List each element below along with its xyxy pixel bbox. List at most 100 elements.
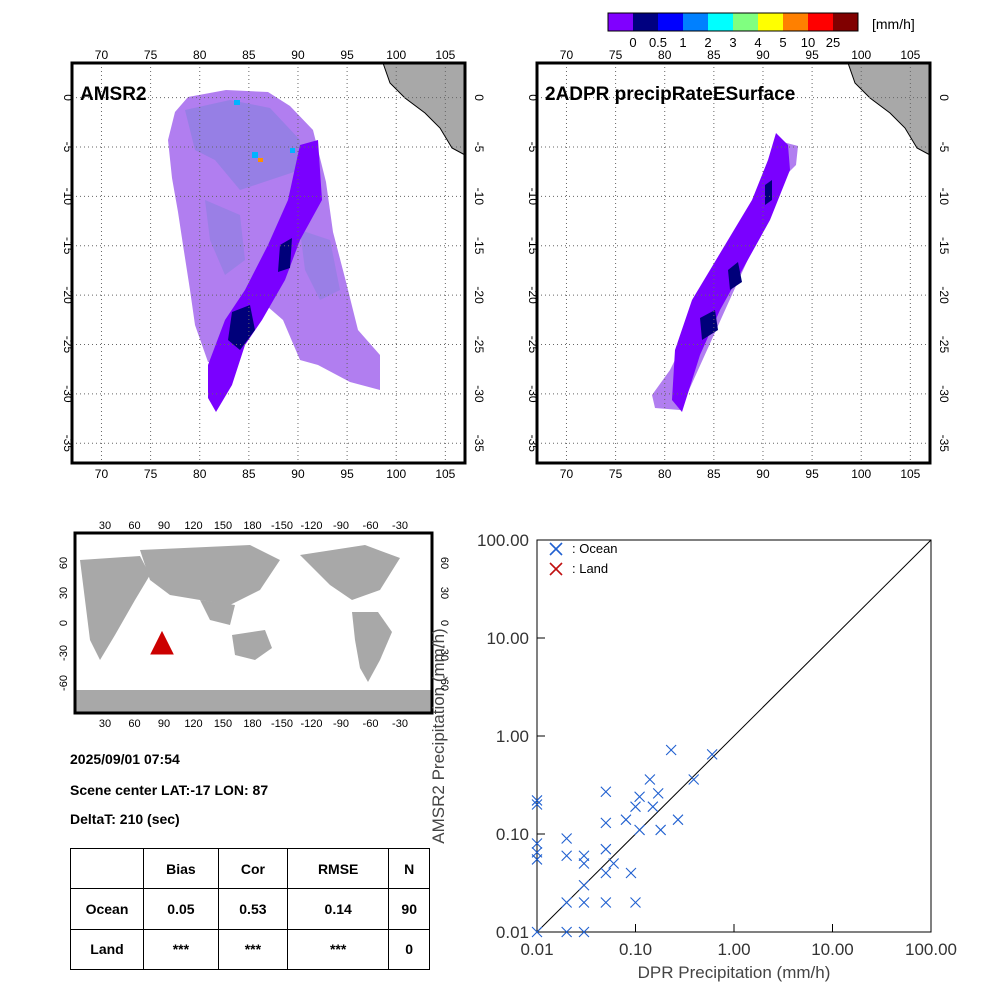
lon-tick-label: 80 <box>193 48 207 62</box>
scatter-point <box>578 850 590 862</box>
lon-tick-label: 70 <box>560 467 574 481</box>
colorbar-label: 4 <box>754 35 761 50</box>
lon-tick-label: 90 <box>756 48 770 62</box>
lon-tick-label: 80 <box>193 467 207 481</box>
scatter-point <box>600 897 612 908</box>
scatter-point <box>578 879 590 891</box>
world-lon-label: -150 <box>271 718 293 730</box>
lon-tick-label: 85 <box>242 48 256 62</box>
stats-table: Bias Cor RMSE N Ocean 0.05 0.53 0.14 90 … <box>70 847 430 971</box>
lon-tick-label: 80 <box>658 467 672 481</box>
stats-row-label: Ocean <box>70 888 144 930</box>
x-tick-label: 100.00 <box>905 940 957 959</box>
scatter-point <box>531 926 543 938</box>
scene-location-marker <box>150 630 174 655</box>
lon-tick-label: 105 <box>900 467 920 481</box>
scatter-point <box>608 858 620 869</box>
colorbar-swatch <box>783 13 808 31</box>
lon-tick-label: 75 <box>609 48 623 62</box>
scatter-point <box>634 791 645 803</box>
continents <box>75 545 432 713</box>
lon-tick-label: 75 <box>609 467 623 481</box>
scatter-point <box>625 867 637 879</box>
lon-tick-label: 95 <box>805 48 819 62</box>
colorbar-swatch <box>808 13 833 31</box>
dpr-map-panel: 70 70 75 75 80 80 85 85 90 90 95 95 100 100 105 105 0 0 -5… <box>526 48 951 481</box>
world-lon-label: -60 <box>363 520 379 532</box>
world-lon-label: -90 <box>333 718 349 730</box>
scatter-point <box>578 858 590 869</box>
colorbar-unit: [mm/h] <box>872 16 915 32</box>
colorbar-swatch <box>758 13 783 31</box>
lon-tick-label: 75 <box>144 467 158 481</box>
lon-tick-label: 100 <box>851 48 871 62</box>
map-grid: 70 70 75 75 80 80 85 85 90 90 95 95 100 100 105 105 0 0 -5… <box>61 48 486 481</box>
scatter-plot: 0.01 0.10 1.00 10.00 100.00 0.01 0.10 1.00 10.00… <box>429 531 957 982</box>
world-lon-label: -150 <box>271 520 293 532</box>
stats-cell: *** <box>286 928 390 971</box>
scatter-point <box>600 786 612 798</box>
lat-tick-label: -10 <box>472 188 486 206</box>
lat-tick-label: -15 <box>937 237 951 255</box>
colorbar-label: 3 <box>729 35 736 50</box>
colorbar-swatch <box>633 13 658 31</box>
lon-tick-label: 90 <box>291 467 305 481</box>
stats-cell: 0.05 <box>143 888 219 930</box>
scatter-point <box>652 787 664 799</box>
legend-label: : Land <box>572 561 608 576</box>
world-lon-label: 30 <box>99 520 111 532</box>
world-lat-label: 60 <box>438 557 450 569</box>
lon-tick-label: 105 <box>435 467 455 481</box>
world-lon-label: -60 <box>363 718 379 730</box>
lon-tick-label: 75 <box>144 48 158 62</box>
world-lat-label: -60 <box>58 675 70 691</box>
lon-tick-label: 95 <box>340 467 354 481</box>
stats-cell: 0.53 <box>217 888 288 930</box>
scatter-points <box>531 744 718 938</box>
scatter-point <box>531 799 543 810</box>
legend-marker <box>549 542 563 556</box>
stats-row-land: Land *** *** *** 0 <box>70 928 430 971</box>
colorbar-label: 0.5 <box>649 35 667 50</box>
stats-cell: 90 <box>388 888 430 930</box>
scene-datetime: 2025/09/01 07:54 <box>70 751 180 767</box>
scatter-point <box>665 744 677 756</box>
world-lon-label: 30 <box>99 718 111 730</box>
stats-cell: 0.14 <box>286 888 390 930</box>
legend-label: : Ocean <box>572 541 618 556</box>
scatter-point <box>561 926 573 938</box>
stats-cell: *** <box>217 928 288 971</box>
lat-tick-label: 0 <box>472 94 486 101</box>
world-lon-label: -30 <box>392 520 408 532</box>
scatter-point <box>644 774 656 785</box>
amsr2-cells-warm <box>258 158 263 162</box>
world-lon-label: 60 <box>128 718 140 730</box>
lon-tick-label: 90 <box>756 467 770 481</box>
colorbar-swatch <box>708 13 733 31</box>
lon-tick-label: 105 <box>435 48 455 62</box>
lat-tick-label: -10 <box>937 188 951 206</box>
amsr2-light-rain-2 <box>205 200 245 275</box>
one-to-one-line <box>536 539 932 933</box>
stats-cell: 0 <box>388 928 430 971</box>
amsr2-title: AMSR2 <box>80 84 147 105</box>
x-tick-label: 0.10 <box>619 940 652 959</box>
colorbar-swatch <box>683 13 708 31</box>
lon-tick-label: 105 <box>900 48 920 62</box>
world-lon-label: -90 <box>333 520 349 532</box>
world-lon-label: 150 <box>214 520 232 532</box>
stats-row-ocean: Ocean 0.05 0.53 0.14 90 <box>70 888 430 930</box>
scatter-point <box>600 843 612 855</box>
delta-t: DeltaT: 210 (sec) <box>70 811 180 827</box>
y-axis-label: AMSR2 Precipitation (mm/h) <box>429 628 448 843</box>
stats-header: N <box>388 847 430 890</box>
scatter-point <box>578 926 590 938</box>
stats-header: Bias <box>143 847 219 890</box>
y-tick-label: 100.00 <box>477 531 529 550</box>
world-lon-label: -30 <box>392 718 408 730</box>
scatter-point <box>531 838 543 849</box>
lat-tick-label: -5 <box>61 142 75 153</box>
world-lat-label: 0 <box>58 620 70 626</box>
stats-header: RMSE <box>286 847 390 890</box>
